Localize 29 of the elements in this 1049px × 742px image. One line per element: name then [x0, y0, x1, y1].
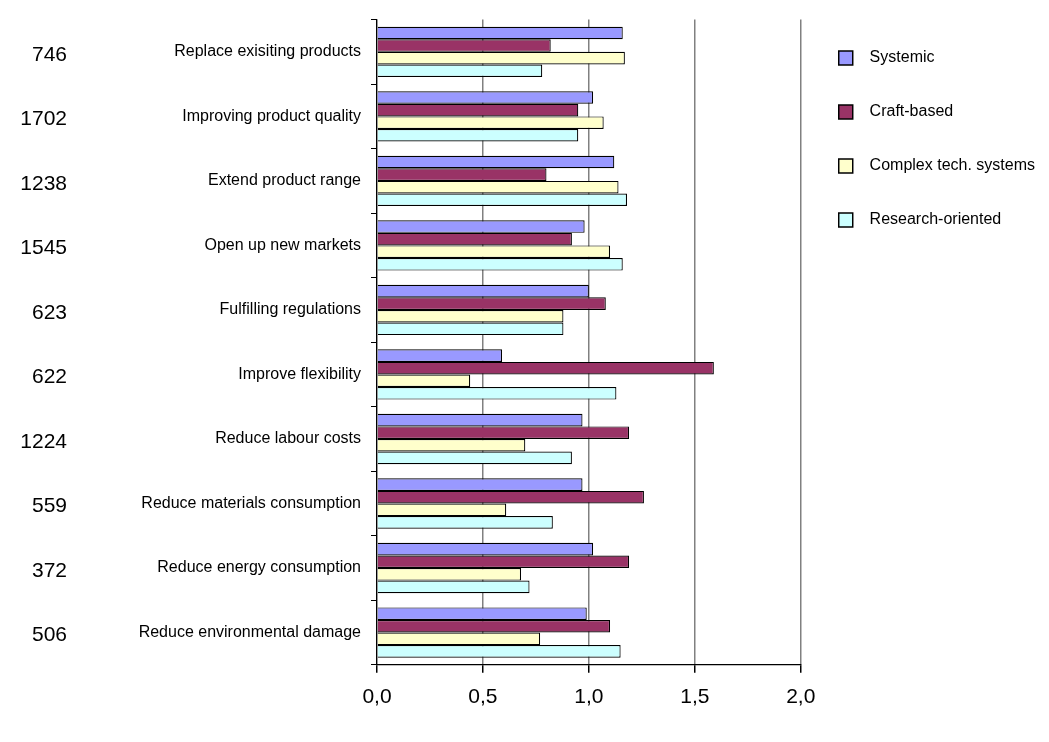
y-tick-label: Open up new markets	[204, 235, 361, 253]
x-tick-label: 2,0	[786, 684, 816, 708]
y-tick-label: Extend product range	[208, 171, 362, 189]
y-tick-label: Improving product quality	[182, 106, 361, 124]
text: 559	[31, 493, 67, 517]
text: 1545	[20, 235, 67, 259]
y-tick-label: Replace exisiting products	[174, 42, 361, 60]
legend-label: Craft-based	[860, 102, 954, 120]
text: 746	[31, 41, 67, 65]
text: 506	[31, 622, 67, 646]
y-tick-label: Reduce energy consumption	[157, 558, 361, 576]
x-tick-label: 0,5	[468, 684, 498, 708]
text: 372	[31, 557, 67, 581]
y-tick-label: Reduce environmental damage	[138, 622, 362, 640]
text: 622	[31, 364, 67, 388]
y-tick-label: Reduce labour costs	[215, 429, 361, 447]
text: 623	[31, 299, 67, 323]
legend-label: Complex tech. systems	[860, 156, 1036, 174]
y-tick-label: Fulfilling regulations	[219, 300, 361, 318]
y-tick-label: Improve flexibility	[238, 364, 361, 382]
text: 1224	[20, 428, 68, 452]
text: 1238	[20, 170, 67, 194]
text: 1702	[20, 106, 67, 130]
y-tick-label: Reduce materials consumption	[141, 493, 361, 511]
x-tick-label: 1,0	[574, 684, 604, 708]
x-tick-label: 1,5	[680, 684, 710, 708]
x-tick-label: 0,0	[362, 684, 392, 708]
legend-label: Research-oriented	[860, 210, 1002, 228]
legend-label: Systemic	[860, 48, 935, 66]
